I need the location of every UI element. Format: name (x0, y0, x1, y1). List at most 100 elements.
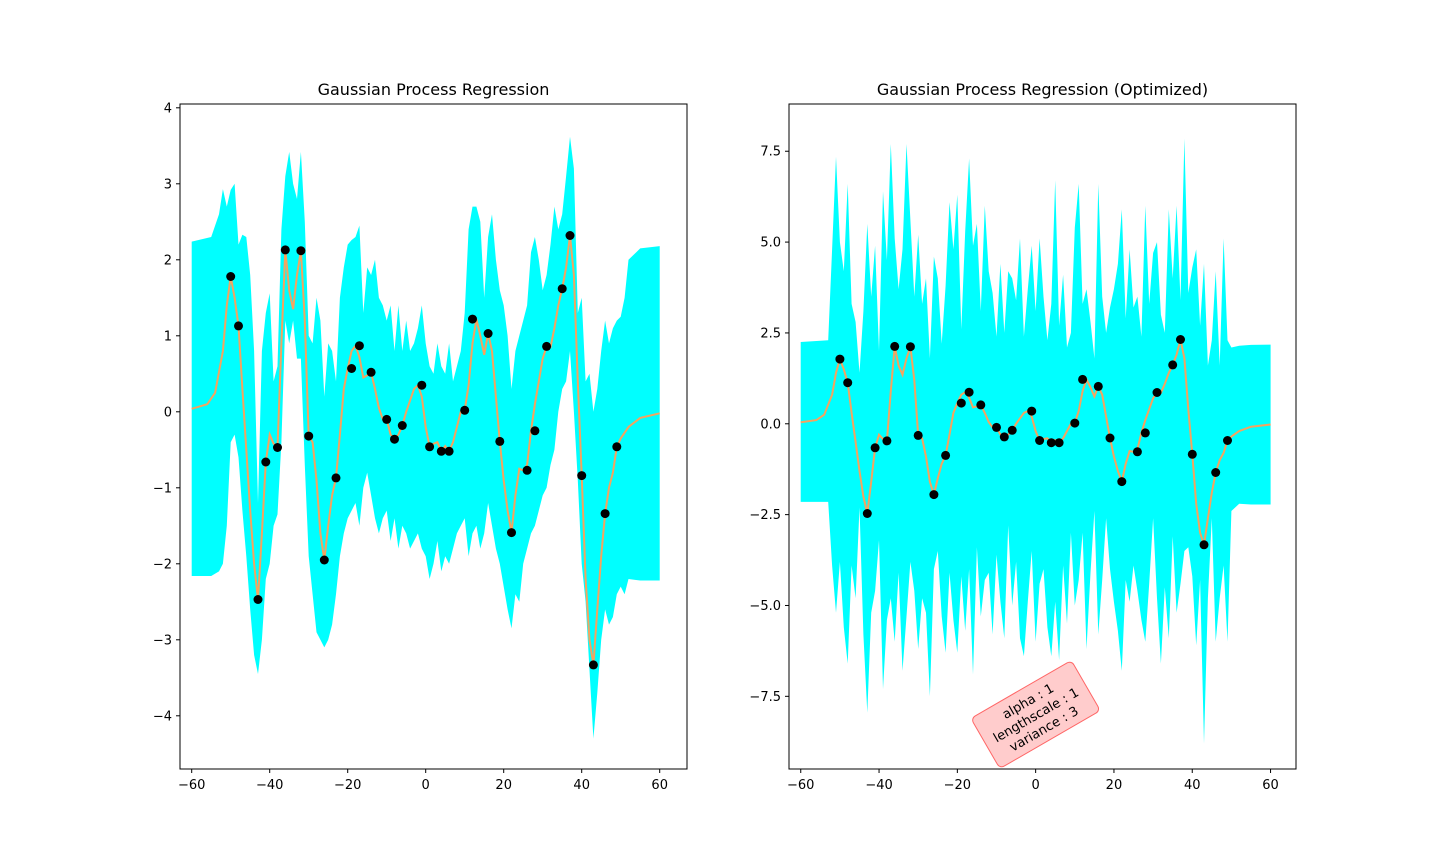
observation-point (1070, 418, 1080, 428)
observation-point (1223, 436, 1232, 445)
x-tick-label: 20 (495, 778, 512, 793)
observation-point (366, 367, 376, 377)
observation-point (1007, 425, 1017, 435)
observation-point (956, 398, 966, 408)
observation-point (425, 442, 435, 452)
annotation-box (972, 661, 1099, 768)
observation-point (565, 231, 575, 240)
observation-point (1176, 335, 1185, 344)
axes-frame (179, 103, 688, 770)
y-tick-label: 7.5 (760, 145, 781, 160)
observation-point (507, 528, 516, 538)
observation-point (304, 431, 314, 441)
left-chart-panel: −60 −40 −20 0 20 40 60 −4 −3 −2 −1 0 1 2 3 4 Gaussian Pr… (153, 80, 688, 793)
x-tick-label: 60 (651, 778, 668, 793)
observation-point (1199, 540, 1209, 550)
observation-point (862, 509, 872, 518)
observation-point (976, 400, 986, 410)
observation-point (542, 341, 552, 351)
x-tick-label: −60 (787, 778, 814, 793)
observation-point (226, 272, 236, 281)
observation-point (588, 660, 598, 670)
observation-point (1140, 428, 1150, 438)
x-tick-label: 40 (1184, 778, 1201, 793)
observation-point (870, 443, 880, 453)
observation-point (843, 378, 853, 388)
y-tick-label: −4 (153, 709, 172, 724)
observation-point (999, 432, 1009, 442)
observation-point (253, 595, 263, 604)
observation-point (444, 446, 454, 456)
observation-point (905, 342, 915, 352)
y-tick-label: 3 (164, 177, 172, 192)
observation-point (1152, 388, 1162, 397)
observation-point (382, 414, 392, 424)
observation-point (964, 387, 974, 397)
observation-point (929, 490, 939, 500)
observation-point (577, 471, 587, 481)
x-tick-label: 40 (573, 778, 590, 793)
observation-point (347, 364, 357, 373)
observation-point (882, 436, 892, 446)
y-tick-label: 0 (164, 405, 172, 420)
observation-point (234, 321, 243, 331)
chart-title: Gaussian Process Regression (318, 80, 550, 99)
observation-point (612, 442, 622, 452)
observation-point (992, 422, 1001, 432)
observation-point (890, 341, 900, 351)
x-tick-label: −40 (865, 778, 892, 793)
observation-point (1093, 381, 1103, 391)
observation-point (331, 473, 341, 483)
y-tick-label: 0.0 (760, 417, 781, 432)
observation-point (390, 434, 399, 444)
observation-point (1027, 406, 1037, 416)
observation-point (273, 443, 282, 452)
observation-point (941, 450, 951, 460)
x-tick-label: −40 (256, 778, 283, 793)
observation-point (1105, 433, 1115, 443)
right-chart-panel: −60 −40 −20 0 20 40 60 −7.5 −5.0 −2.5 0.0 2.5 5.0 7.5… (749, 80, 1297, 793)
observation-point (913, 430, 923, 440)
observation-point (1168, 360, 1178, 370)
y-tick-label: −1 (153, 481, 172, 496)
x-tick-label: −60 (178, 778, 205, 793)
observation-point (436, 446, 446, 456)
y-tick-label: 2 (164, 253, 172, 268)
observation-point (1046, 438, 1056, 448)
y-tick-label: −2.5 (749, 508, 781, 523)
x-tick-label: 20 (1106, 778, 1123, 793)
observation-point (1132, 447, 1142, 457)
observation-point (495, 436, 505, 446)
y-tick-label: −7.5 (749, 690, 781, 705)
observation-point (835, 354, 845, 364)
observation-point (417, 380, 427, 390)
observation-point (460, 405, 470, 415)
observation-point (1078, 374, 1088, 384)
observation-point (1211, 468, 1221, 477)
x-tick-label: 0 (1032, 778, 1040, 793)
axes-frame (788, 103, 1297, 770)
x-tick-label: −20 (334, 778, 361, 793)
observation-point (1054, 438, 1064, 448)
x-tick-label: 0 (422, 778, 430, 793)
observation-point (1035, 436, 1045, 445)
y-tick-label: 1 (164, 329, 172, 344)
y-tick-label: 5.0 (760, 236, 781, 251)
confidence-band (191, 136, 660, 739)
y-tick-label: 2.5 (760, 326, 781, 341)
observation-point (354, 341, 364, 351)
y-tick-label: −2 (153, 557, 172, 572)
observation-point (397, 421, 407, 430)
observation-point (468, 314, 477, 324)
observation-point (600, 509, 610, 519)
observation-point (1187, 449, 1197, 459)
chart-title: Gaussian Process Regression (Optimized) (877, 80, 1208, 99)
observation-point (1117, 477, 1127, 487)
x-tick-label: 60 (1262, 778, 1279, 793)
observation-point (483, 329, 493, 338)
observation-point (296, 246, 306, 256)
y-tick-label: −3 (153, 633, 172, 648)
y-tick-label: −5.0 (749, 599, 781, 614)
observation-point (261, 457, 271, 467)
